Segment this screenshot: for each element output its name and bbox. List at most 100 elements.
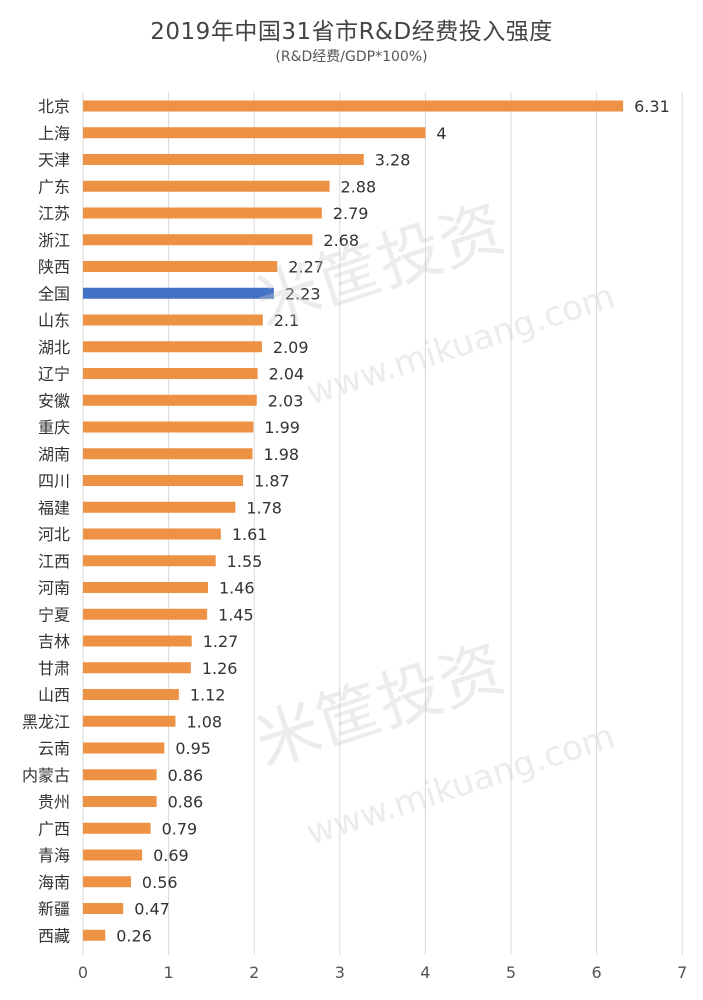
category-label: 江苏 bbox=[38, 204, 70, 223]
value-label: 1.55 bbox=[227, 552, 263, 571]
value-label: 2.79 bbox=[333, 204, 369, 223]
category-label: 山东 bbox=[38, 311, 70, 330]
bar-23 bbox=[83, 715, 176, 727]
category-label: 海南 bbox=[38, 873, 70, 892]
category-label: 山西 bbox=[38, 686, 70, 705]
value-label: 1.99 bbox=[264, 418, 300, 437]
category-label: 西藏 bbox=[38, 926, 70, 945]
category-label: 天津 bbox=[38, 151, 70, 170]
bar-17 bbox=[83, 555, 216, 567]
value-label: 1.61 bbox=[232, 525, 268, 544]
bar-20 bbox=[83, 635, 192, 647]
bar-0 bbox=[83, 100, 624, 112]
category-label: 辽宁 bbox=[38, 365, 70, 384]
value-label: 0.69 bbox=[153, 846, 189, 865]
x-tick-label: 7 bbox=[677, 963, 687, 982]
x-tick-label: 1 bbox=[164, 963, 174, 982]
bar-21 bbox=[83, 662, 191, 674]
bar-22 bbox=[83, 689, 179, 700]
bar-7 bbox=[83, 287, 274, 299]
value-label: 1.78 bbox=[246, 498, 282, 517]
value-label: 0.86 bbox=[168, 766, 204, 785]
category-label: 上海 bbox=[38, 124, 70, 143]
labels: 0 1 2 3 4 5 6 7 北京 6.31 上海 4 天津 3.28 广东 2.88 江苏 2.79 浙江 2.6… bbox=[22, 97, 687, 982]
bar-12 bbox=[83, 421, 254, 433]
category-label: 青海 bbox=[38, 846, 70, 865]
value-label: 0.79 bbox=[162, 819, 198, 838]
bar-1 bbox=[83, 127, 426, 139]
category-label: 湖北 bbox=[38, 338, 70, 357]
category-label: 安徽 bbox=[38, 391, 70, 410]
category-label: 河北 bbox=[38, 525, 70, 544]
value-label: 1.87 bbox=[254, 472, 290, 491]
value-label: 1.27 bbox=[203, 632, 239, 651]
x-tick-label: 6 bbox=[592, 963, 602, 982]
x-tick-label: 3 bbox=[335, 963, 345, 982]
value-label: 0.86 bbox=[168, 793, 204, 812]
value-label: 2.04 bbox=[269, 365, 305, 384]
value-label: 4 bbox=[436, 124, 446, 143]
bar-13 bbox=[83, 448, 253, 460]
bar-27 bbox=[83, 822, 151, 834]
value-label: 2.88 bbox=[341, 177, 377, 196]
bar-19 bbox=[83, 608, 208, 620]
value-label: 1.46 bbox=[219, 579, 255, 598]
category-label: 河南 bbox=[38, 579, 70, 598]
bar-30 bbox=[83, 903, 124, 914]
category-label: 湖南 bbox=[38, 445, 70, 464]
bar-9 bbox=[83, 341, 262, 353]
category-label: 黑龙江 bbox=[22, 712, 70, 731]
category-label: 陕西 bbox=[38, 258, 70, 277]
bar-4 bbox=[83, 207, 322, 219]
category-label: 贵州 bbox=[38, 793, 70, 812]
category-label: 云南 bbox=[38, 739, 70, 758]
bar-5 bbox=[83, 234, 313, 246]
value-label: 6.31 bbox=[634, 97, 670, 116]
category-label: 北京 bbox=[38, 97, 70, 116]
bar-16 bbox=[83, 528, 221, 540]
value-label: 2.09 bbox=[273, 338, 309, 357]
value-label: 0.56 bbox=[142, 873, 178, 892]
x-tick-label: 0 bbox=[78, 963, 88, 982]
value-label: 2.27 bbox=[288, 258, 324, 277]
category-label: 宁夏 bbox=[38, 605, 70, 624]
bar-10 bbox=[83, 368, 258, 379]
bar-24 bbox=[83, 742, 165, 754]
bar-3 bbox=[83, 180, 330, 192]
x-tick-label: 5 bbox=[506, 963, 516, 982]
category-label: 吉林 bbox=[38, 632, 70, 651]
bar-28 bbox=[83, 849, 143, 861]
category-label: 甘肃 bbox=[38, 659, 70, 678]
bar-31 bbox=[83, 929, 106, 941]
value-label: 2.68 bbox=[323, 231, 359, 250]
category-label: 福建 bbox=[38, 498, 70, 517]
bar-18 bbox=[83, 582, 208, 593]
value-label: 1.98 bbox=[263, 445, 299, 464]
bar-14 bbox=[83, 475, 244, 486]
x-tick-label: 2 bbox=[249, 963, 259, 982]
category-label: 全国 bbox=[38, 284, 70, 303]
value-label: 0.26 bbox=[116, 926, 152, 945]
bar-29 bbox=[83, 876, 131, 888]
bar-2 bbox=[83, 154, 364, 165]
bar-15 bbox=[83, 501, 236, 513]
chart-title: 2019年中国31省市R&D经费投入强度 bbox=[150, 19, 553, 45]
category-label: 江西 bbox=[38, 552, 70, 571]
value-label: 1.26 bbox=[202, 659, 238, 678]
category-label: 广东 bbox=[38, 177, 70, 196]
category-label: 浙江 bbox=[38, 231, 70, 250]
bar-8 bbox=[83, 314, 263, 326]
category-label: 新疆 bbox=[38, 900, 70, 919]
category-label: 重庆 bbox=[38, 418, 70, 437]
bar-6 bbox=[83, 261, 278, 272]
bar-11 bbox=[83, 394, 257, 406]
value-label: 1.45 bbox=[218, 605, 254, 624]
category-label: 广西 bbox=[38, 819, 70, 838]
value-label: 2.03 bbox=[268, 391, 304, 410]
bar-25 bbox=[83, 769, 157, 781]
bars bbox=[83, 100, 624, 941]
x-tick-label: 4 bbox=[420, 963, 430, 982]
value-label: 1.08 bbox=[186, 712, 222, 731]
value-label: 2.1 bbox=[274, 311, 299, 330]
